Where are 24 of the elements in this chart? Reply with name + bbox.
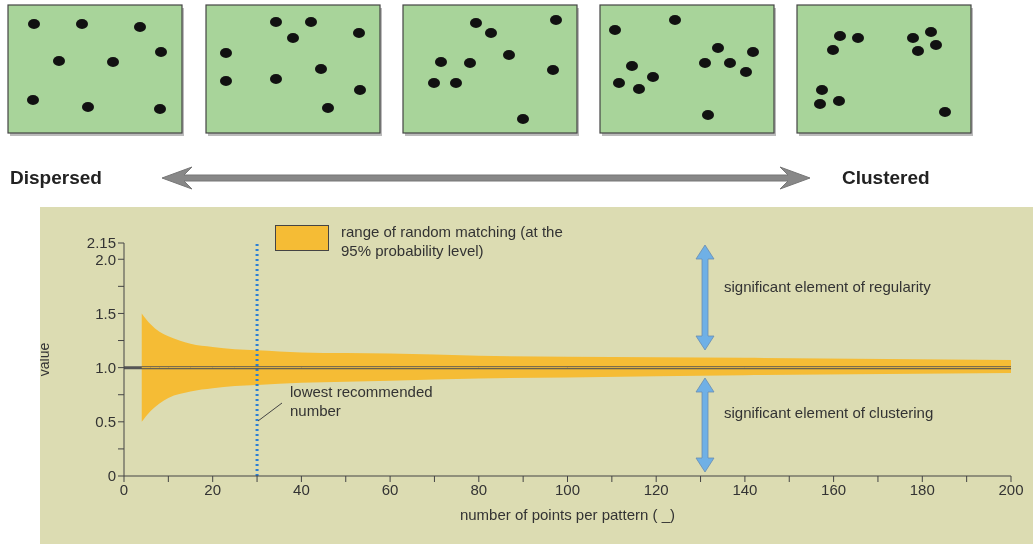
x-tick-label: 200 (998, 480, 1024, 498)
annotation: significant element of clustering (724, 403, 935, 423)
legend-label: range of random matching (at the 95% probability level) (341, 223, 563, 259)
x-axis-title: number of points per pattern ( _) (459, 506, 676, 523)
x-tick-label: 180 (909, 480, 935, 498)
y-tick-label: 2.0 (95, 250, 116, 268)
y-tick-label: 0 (107, 467, 116, 485)
x-tick-label: 40 (293, 480, 310, 498)
x-tick-label: 0 (119, 480, 129, 498)
y-tick-label: 0.5 (95, 413, 116, 431)
x-tick-label: 80 (470, 480, 488, 498)
x-tick-label: 140 (732, 480, 758, 498)
x-tick-label: 120 (643, 480, 669, 498)
x-tick-label: 100 (554, 480, 581, 498)
x-tick-label: 160 (821, 480, 847, 498)
ref-line-label: lowest recommended number (290, 382, 434, 420)
y-tick-label: 2.15 (86, 234, 116, 252)
y-tick-label: 1.5 (95, 304, 116, 322)
x-tick-label: 20 (204, 480, 222, 498)
x-tick-label: 60 (381, 480, 399, 498)
text: Clustered (842, 167, 930, 189)
annotation: significant element of regularity (724, 277, 932, 297)
text: Dispersed (10, 167, 102, 189)
y-tick-label: 1.0 (95, 358, 116, 376)
